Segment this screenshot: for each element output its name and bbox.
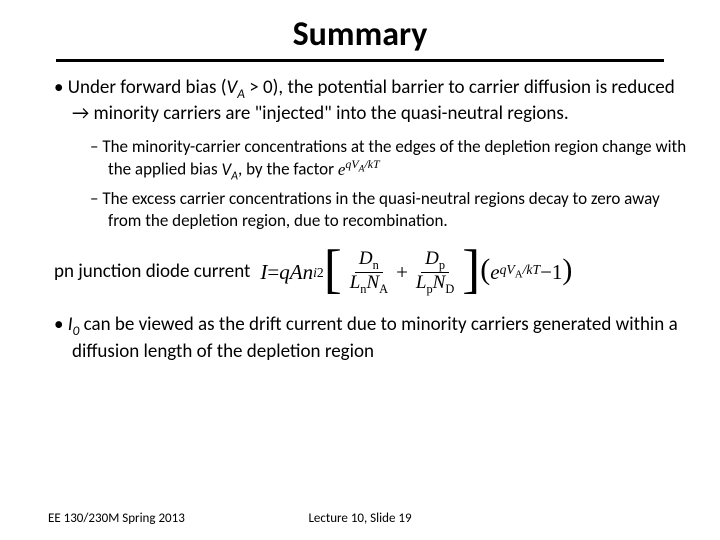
diode-current-equation: I = qAni2 [ Dn LnNA + Dp LpND ] (eqVA/kT…	[260, 249, 572, 296]
slide-title: Summary	[56, 14, 663, 62]
frac-Dn: Dn LnNA	[346, 249, 392, 296]
subbullet-decay: The excess carrier concentrations in the…	[30, 188, 690, 231]
bullet-I0-drift: I0 can be viewed as the drift current du…	[30, 313, 690, 363]
frac-Dp: Dp LpND	[412, 249, 458, 296]
footer-course: EE 130/230M Spring 2013	[48, 511, 185, 526]
text: , by the factor	[238, 159, 338, 180]
var-I0: I0	[68, 313, 80, 336]
var-VA: VA	[226, 76, 244, 99]
text: Under forward bias (	[68, 76, 227, 99]
diode-current-line: pn junction diode current I = qAni2 [ Dn…	[30, 249, 690, 296]
text: The minority-carrier concentrations at t…	[102, 136, 686, 180]
bullet-forward-bias: Under forward bias (VA > 0), the potenti…	[30, 76, 690, 126]
slide-container: Summary Under forward bias (VA > 0), the…	[0, 0, 720, 540]
slide-footer: EE 130/230M Spring 2013 Lecture 10, Slid…	[0, 511, 720, 526]
exp-factor: eqVA/kT	[338, 160, 380, 179]
var-VA: VA	[221, 159, 238, 180]
text: can be viewed as the drift current due t…	[72, 313, 678, 362]
label: pn junction diode current	[54, 260, 250, 284]
subbullet-edge-concentration: The minority-carrier concentrations at t…	[30, 136, 690, 184]
